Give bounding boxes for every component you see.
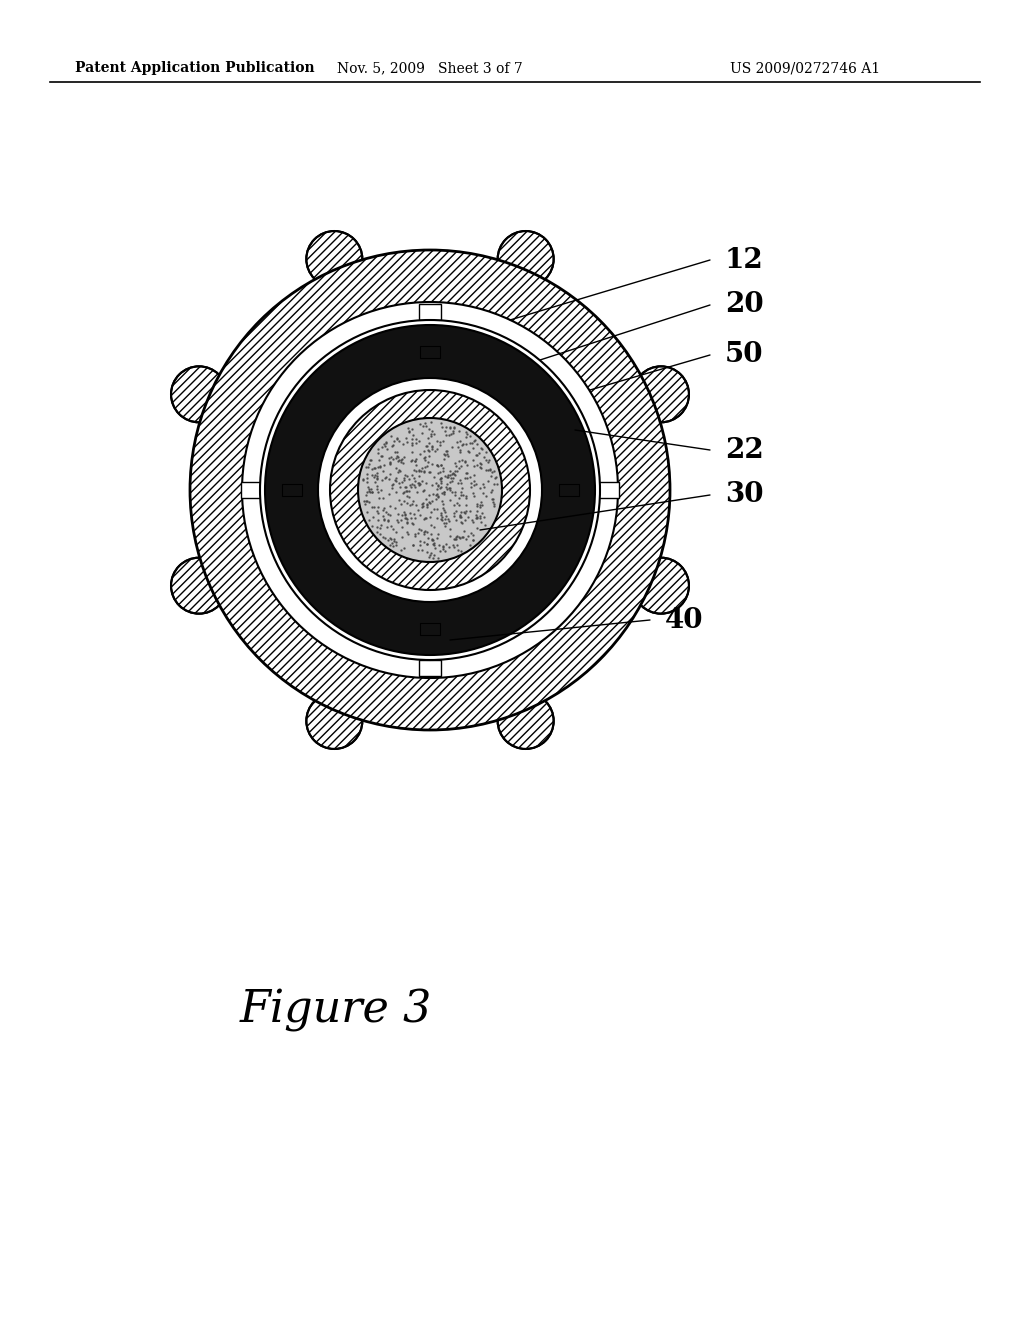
- Text: Figure 3: Figure 3: [240, 989, 432, 1032]
- Text: 40: 40: [665, 606, 703, 634]
- Text: Patent Application Publication: Patent Application Publication: [75, 61, 314, 75]
- Circle shape: [633, 367, 689, 422]
- Circle shape: [190, 249, 670, 730]
- Text: 22: 22: [725, 437, 764, 463]
- Bar: [241, 482, 263, 498]
- Text: 20: 20: [725, 292, 764, 318]
- Circle shape: [306, 231, 362, 286]
- Circle shape: [498, 693, 554, 748]
- Bar: [597, 482, 618, 498]
- Circle shape: [330, 389, 530, 590]
- Circle shape: [358, 418, 502, 562]
- Bar: [419, 304, 441, 319]
- Text: 50: 50: [725, 342, 764, 368]
- Text: US 2009/0272746 A1: US 2009/0272746 A1: [730, 61, 880, 75]
- Circle shape: [633, 557, 689, 614]
- Text: 30: 30: [725, 482, 764, 508]
- Circle shape: [265, 325, 595, 655]
- Circle shape: [306, 693, 362, 748]
- Bar: [558, 484, 579, 496]
- Text: 12: 12: [725, 247, 764, 273]
- Circle shape: [242, 302, 618, 678]
- Bar: [419, 660, 441, 676]
- Circle shape: [171, 557, 227, 614]
- Text: Nov. 5, 2009   Sheet 3 of 7: Nov. 5, 2009 Sheet 3 of 7: [337, 61, 523, 75]
- Circle shape: [498, 231, 554, 286]
- Bar: [282, 484, 301, 496]
- Circle shape: [260, 319, 600, 660]
- Bar: [420, 623, 440, 635]
- Circle shape: [318, 378, 542, 602]
- Circle shape: [171, 367, 227, 422]
- Bar: [420, 346, 440, 358]
